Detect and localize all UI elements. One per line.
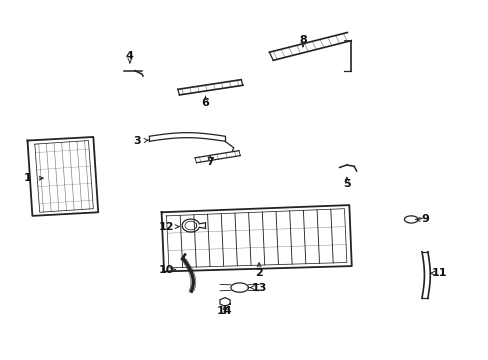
- Text: 9: 9: [420, 215, 428, 224]
- Text: 1: 1: [23, 173, 31, 183]
- Text: 2: 2: [255, 268, 263, 278]
- Text: 4: 4: [126, 51, 134, 61]
- Text: 7: 7: [206, 157, 214, 167]
- Text: 14: 14: [217, 306, 232, 316]
- Text: 8: 8: [299, 35, 306, 45]
- Text: 10: 10: [159, 265, 174, 275]
- Text: 13: 13: [251, 283, 266, 293]
- Text: 12: 12: [159, 222, 174, 231]
- Text: 6: 6: [201, 98, 209, 108]
- Text: 3: 3: [133, 136, 141, 145]
- Text: 11: 11: [431, 268, 447, 278]
- Text: 5: 5: [343, 179, 350, 189]
